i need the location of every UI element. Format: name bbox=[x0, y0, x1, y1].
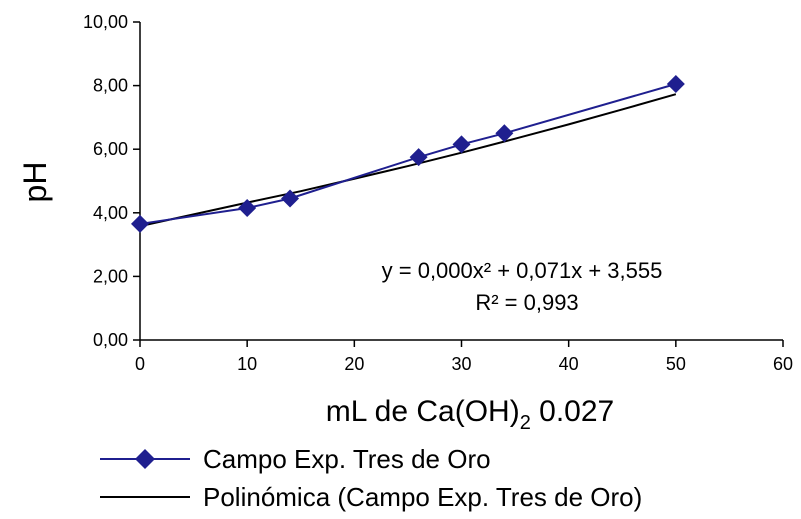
x-tick-label: 0 bbox=[135, 354, 145, 374]
x-tick-label: 10 bbox=[237, 354, 257, 374]
series-markers bbox=[131, 75, 685, 233]
x-axis-title-sub: 2 bbox=[520, 412, 531, 434]
data-point bbox=[131, 214, 149, 233]
data-point bbox=[495, 124, 514, 143]
y-tick-label: 8,00 bbox=[93, 76, 128, 96]
x-tick-label: 50 bbox=[666, 354, 686, 374]
legend-trend-label: Polinómica (Campo Exp. Tres de Oro) bbox=[203, 482, 642, 512]
data-point bbox=[281, 189, 300, 208]
data-point bbox=[409, 148, 428, 167]
data-point bbox=[666, 75, 685, 94]
legend-series-label: Campo Exp. Tres de Oro bbox=[203, 444, 491, 474]
x-axis-title-main: mL de Ca(OH) bbox=[326, 395, 520, 428]
x-ticks: 0 10 20 30 40 50 60 bbox=[135, 340, 793, 374]
x-tick-label: 20 bbox=[344, 354, 364, 374]
series-line bbox=[139, 83, 677, 225]
data-point bbox=[238, 199, 257, 218]
y-tick-label: 0,00 bbox=[93, 330, 128, 350]
r-squared: R² = 0,993 bbox=[475, 290, 578, 315]
y-tick-label: 10,00 bbox=[83, 12, 128, 32]
y-ticks: 0,00 2,00 4,00 6,00 8,00 10,00 bbox=[83, 12, 140, 350]
y-axis-title: pH bbox=[17, 162, 53, 203]
x-tick-label: 30 bbox=[451, 354, 471, 374]
y-tick-label: 6,00 bbox=[93, 139, 128, 159]
legend-series-marker bbox=[135, 449, 155, 469]
data-point bbox=[452, 135, 471, 154]
y-tick-label: 2,00 bbox=[93, 266, 128, 286]
x-tick-label: 60 bbox=[773, 354, 793, 374]
trendline bbox=[139, 93, 677, 228]
x-axis-title: mL de Ca(OH)2 0.027 bbox=[326, 395, 614, 434]
x-tick-label: 40 bbox=[559, 354, 579, 374]
x-axis-title-tail: 0.027 bbox=[531, 395, 614, 428]
legend: Campo Exp. Tres de Oro Polinómica (Campo… bbox=[100, 444, 642, 512]
trendline-equation: y = 0,000x² + 0,071x + 3,555 bbox=[382, 258, 663, 283]
y-tick-label: 4,00 bbox=[93, 203, 128, 223]
